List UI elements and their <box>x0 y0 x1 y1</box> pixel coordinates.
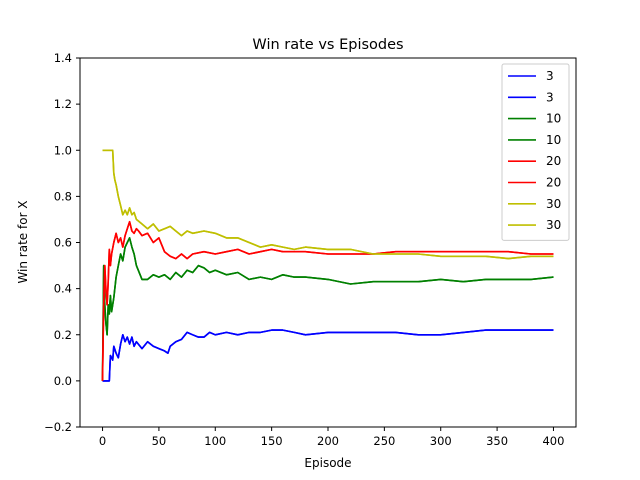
y-tick-label: −0.2 <box>44 420 72 434</box>
legend-label: 20 <box>546 154 561 168</box>
legend-label: 20 <box>546 176 561 190</box>
y-tick-label: 1.2 <box>54 97 72 111</box>
y-tick-label: 1.0 <box>54 143 72 157</box>
y-tick-label: 0.4 <box>54 282 72 296</box>
legend-label: 10 <box>546 112 561 126</box>
axis-layer: 0 50 100 150 200 250 300 350 400 −0.2 0.0 0.2 0.4 0.6… <box>44 51 564 448</box>
x-tick-label: 250 <box>373 434 395 448</box>
legend-label: 3 <box>546 90 554 104</box>
y-tick-label: 0.2 <box>54 328 72 342</box>
legend-box <box>501 63 570 241</box>
y-tick-label: 0.8 <box>54 189 72 203</box>
x-axis-label: Episode <box>304 456 351 470</box>
x-tick-label: 50 <box>152 434 167 448</box>
y-tick-label: 1.4 <box>54 51 72 65</box>
legend-label: 30 <box>546 197 561 211</box>
series-line-10-b <box>101 237 554 381</box>
x-tick-label: 400 <box>542 434 564 448</box>
x-tick-label: 100 <box>204 434 226 448</box>
series-layer <box>101 149 554 382</box>
chart-title: Win rate vs Episodes <box>252 37 403 53</box>
x-tick-label: 300 <box>430 434 452 448</box>
plot-frame <box>79 57 577 428</box>
series-line-30-b <box>102 149 554 260</box>
x-tick-label: 150 <box>261 434 283 448</box>
legend-label: 10 <box>546 133 561 147</box>
x-tick-label: 0 <box>99 434 106 448</box>
series-line-3-b <box>102 329 554 382</box>
y-axis-label: Win rate for X <box>16 200 30 283</box>
legend-label: 30 <box>546 218 561 232</box>
y-tick-label: 0.6 <box>54 236 72 250</box>
legend: 3 3 10 10 20 20 30 30 <box>501 63 570 241</box>
x-tick-label: 200 <box>317 434 339 448</box>
y-tick-label: 0.0 <box>54 374 72 388</box>
legend-label: 3 <box>546 69 554 83</box>
series-line-20-b <box>101 220 554 381</box>
x-tick-label: 350 <box>486 434 508 448</box>
